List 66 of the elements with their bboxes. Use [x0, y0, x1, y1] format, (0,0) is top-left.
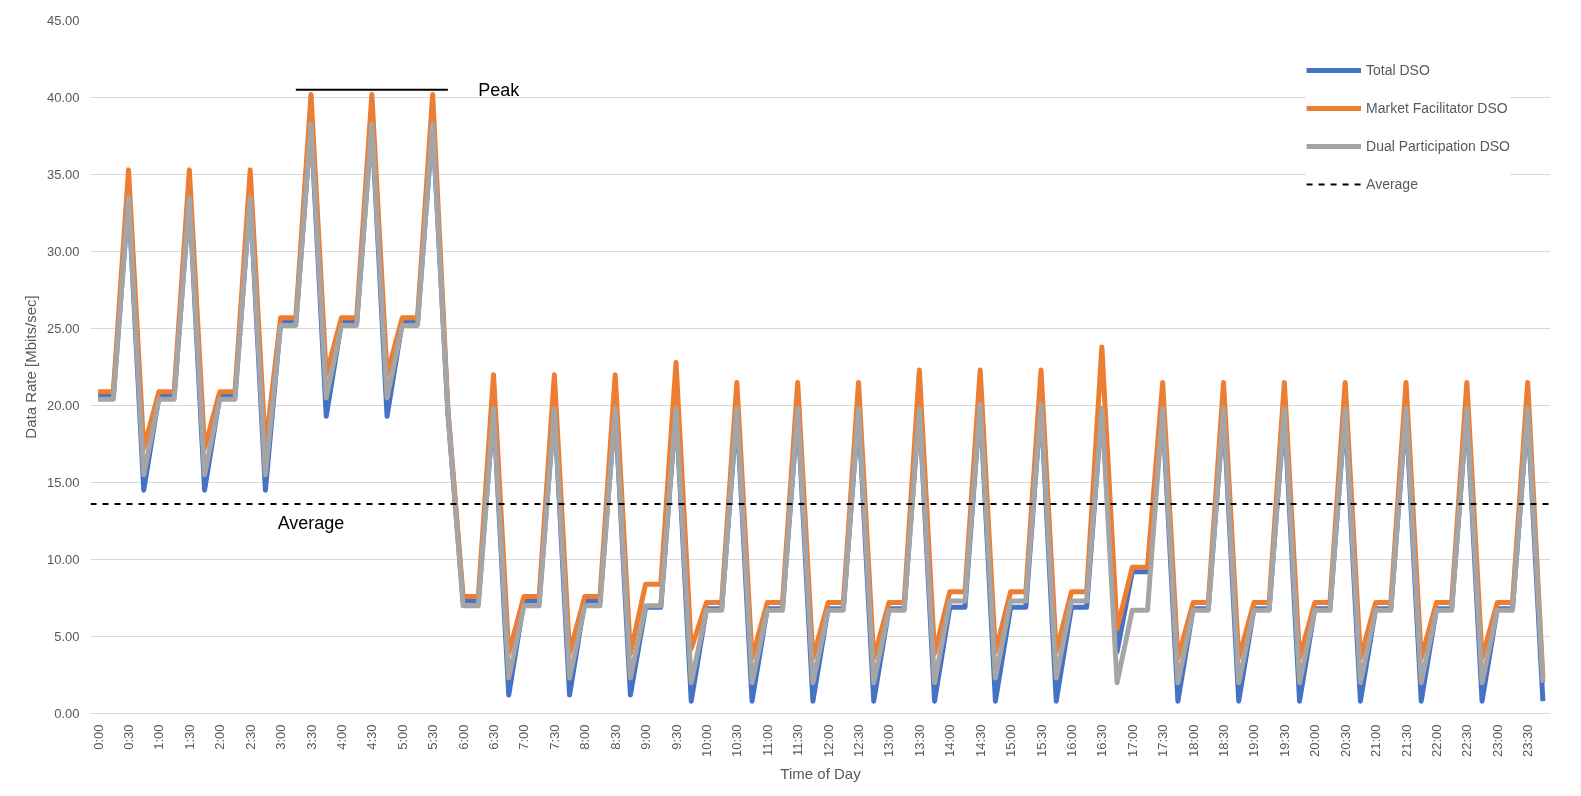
x-tick-label: 15:30	[1033, 724, 1049, 758]
x-tick-label: 2:30	[242, 724, 258, 750]
x-tick-label: 9:30	[668, 724, 684, 750]
x-tick-label: 1:30	[181, 724, 197, 750]
y-tick-label: 35.00	[46, 167, 80, 182]
x-tick-label: 8:00	[577, 724, 593, 750]
x-tick-label: 15:00	[1003, 724, 1019, 758]
y-tick-label: 20.00	[46, 398, 80, 413]
annotation: Peak	[478, 79, 521, 100]
x-tick-label: 18:30	[1216, 724, 1232, 758]
x-tick-label: 14:30	[972, 724, 988, 758]
y-tick-label: 25.00	[46, 321, 80, 336]
x-tick-label: 13:00	[881, 724, 897, 758]
x-tick-label: 14:00	[942, 724, 958, 758]
x-tick-label: 0:30	[121, 724, 137, 750]
x-tick-label: 11:00	[759, 724, 775, 757]
x-tick-label: 4:00	[333, 724, 349, 750]
x-tick-label: 22:00	[1428, 724, 1444, 758]
y-tick-label: 15.00	[46, 475, 80, 490]
y-tick-label: 0.00	[54, 706, 80, 721]
x-tick-label: 10:00	[698, 724, 714, 758]
x-tick-label: 12:00	[820, 724, 836, 758]
x-tick-label: 21:30	[1398, 724, 1414, 758]
x-tick-label: 7:30	[546, 724, 562, 750]
x-tick-label: 12:30	[851, 724, 867, 758]
x-tick-label: 2:00	[212, 724, 228, 750]
y-axis-title: Data Rate [Mbits/sec]	[21, 295, 39, 439]
x-tick-label: 19:00	[1246, 724, 1262, 758]
x-tick-label: 19:30	[1276, 724, 1292, 758]
x-tick-label: 5:00	[394, 724, 410, 750]
x-tick-label: 18:00	[1185, 724, 1201, 758]
y-tick-label: 40.00	[46, 90, 80, 105]
x-tick-label: 23:00	[1489, 724, 1505, 758]
legend-label: Dual Participation DSO	[1366, 138, 1510, 154]
x-tick-label: 16:30	[1094, 724, 1110, 758]
x-tick-label: 8:30	[607, 724, 623, 750]
x-tick-label: 20:00	[1307, 724, 1323, 758]
x-tick-label: 10:30	[729, 724, 745, 758]
x-tick-label: 22:30	[1459, 724, 1475, 758]
text: Average	[277, 513, 345, 534]
x-axis-title: Time of Day	[780, 765, 862, 783]
x-tick-label: 3:00	[273, 724, 289, 750]
legend-label: Total DSO	[1366, 62, 1430, 78]
x-tick-label: 1:00	[151, 724, 167, 750]
y-tick-label: 5.00	[54, 629, 80, 644]
x-tick-label: 4:30	[364, 724, 380, 750]
y-tick-label: 30.00	[46, 244, 80, 259]
x-tick-label: 6:30	[486, 724, 502, 750]
x-tick-label: 6:00	[455, 724, 471, 750]
x-tick-label: 3:30	[303, 724, 319, 750]
y-tick-label: 45.00	[46, 13, 80, 28]
x-tick-label: 0:00	[90, 724, 106, 750]
x-tick-label: 20:30	[1337, 724, 1353, 758]
x-tick-label: 7:00	[516, 724, 532, 750]
x-tick-label: 13:30	[911, 724, 927, 758]
x-tick-label: 11:30	[790, 724, 806, 757]
x-tick-label: 16:00	[1063, 724, 1079, 758]
x-tick-label: 5:30	[425, 724, 441, 750]
legend-label: Market Facilitator DSO	[1366, 100, 1508, 116]
x-tick-label: 17:30	[1155, 724, 1171, 758]
legend-label: Average	[1366, 176, 1418, 192]
x-tick-label: 9:00	[638, 724, 654, 750]
x-tick-label: 23:30	[1520, 724, 1536, 758]
y-tick-label: 10.00	[46, 552, 80, 567]
x-tick-label: 17:00	[1124, 724, 1140, 758]
x-tick-label: 21:00	[1368, 724, 1384, 758]
